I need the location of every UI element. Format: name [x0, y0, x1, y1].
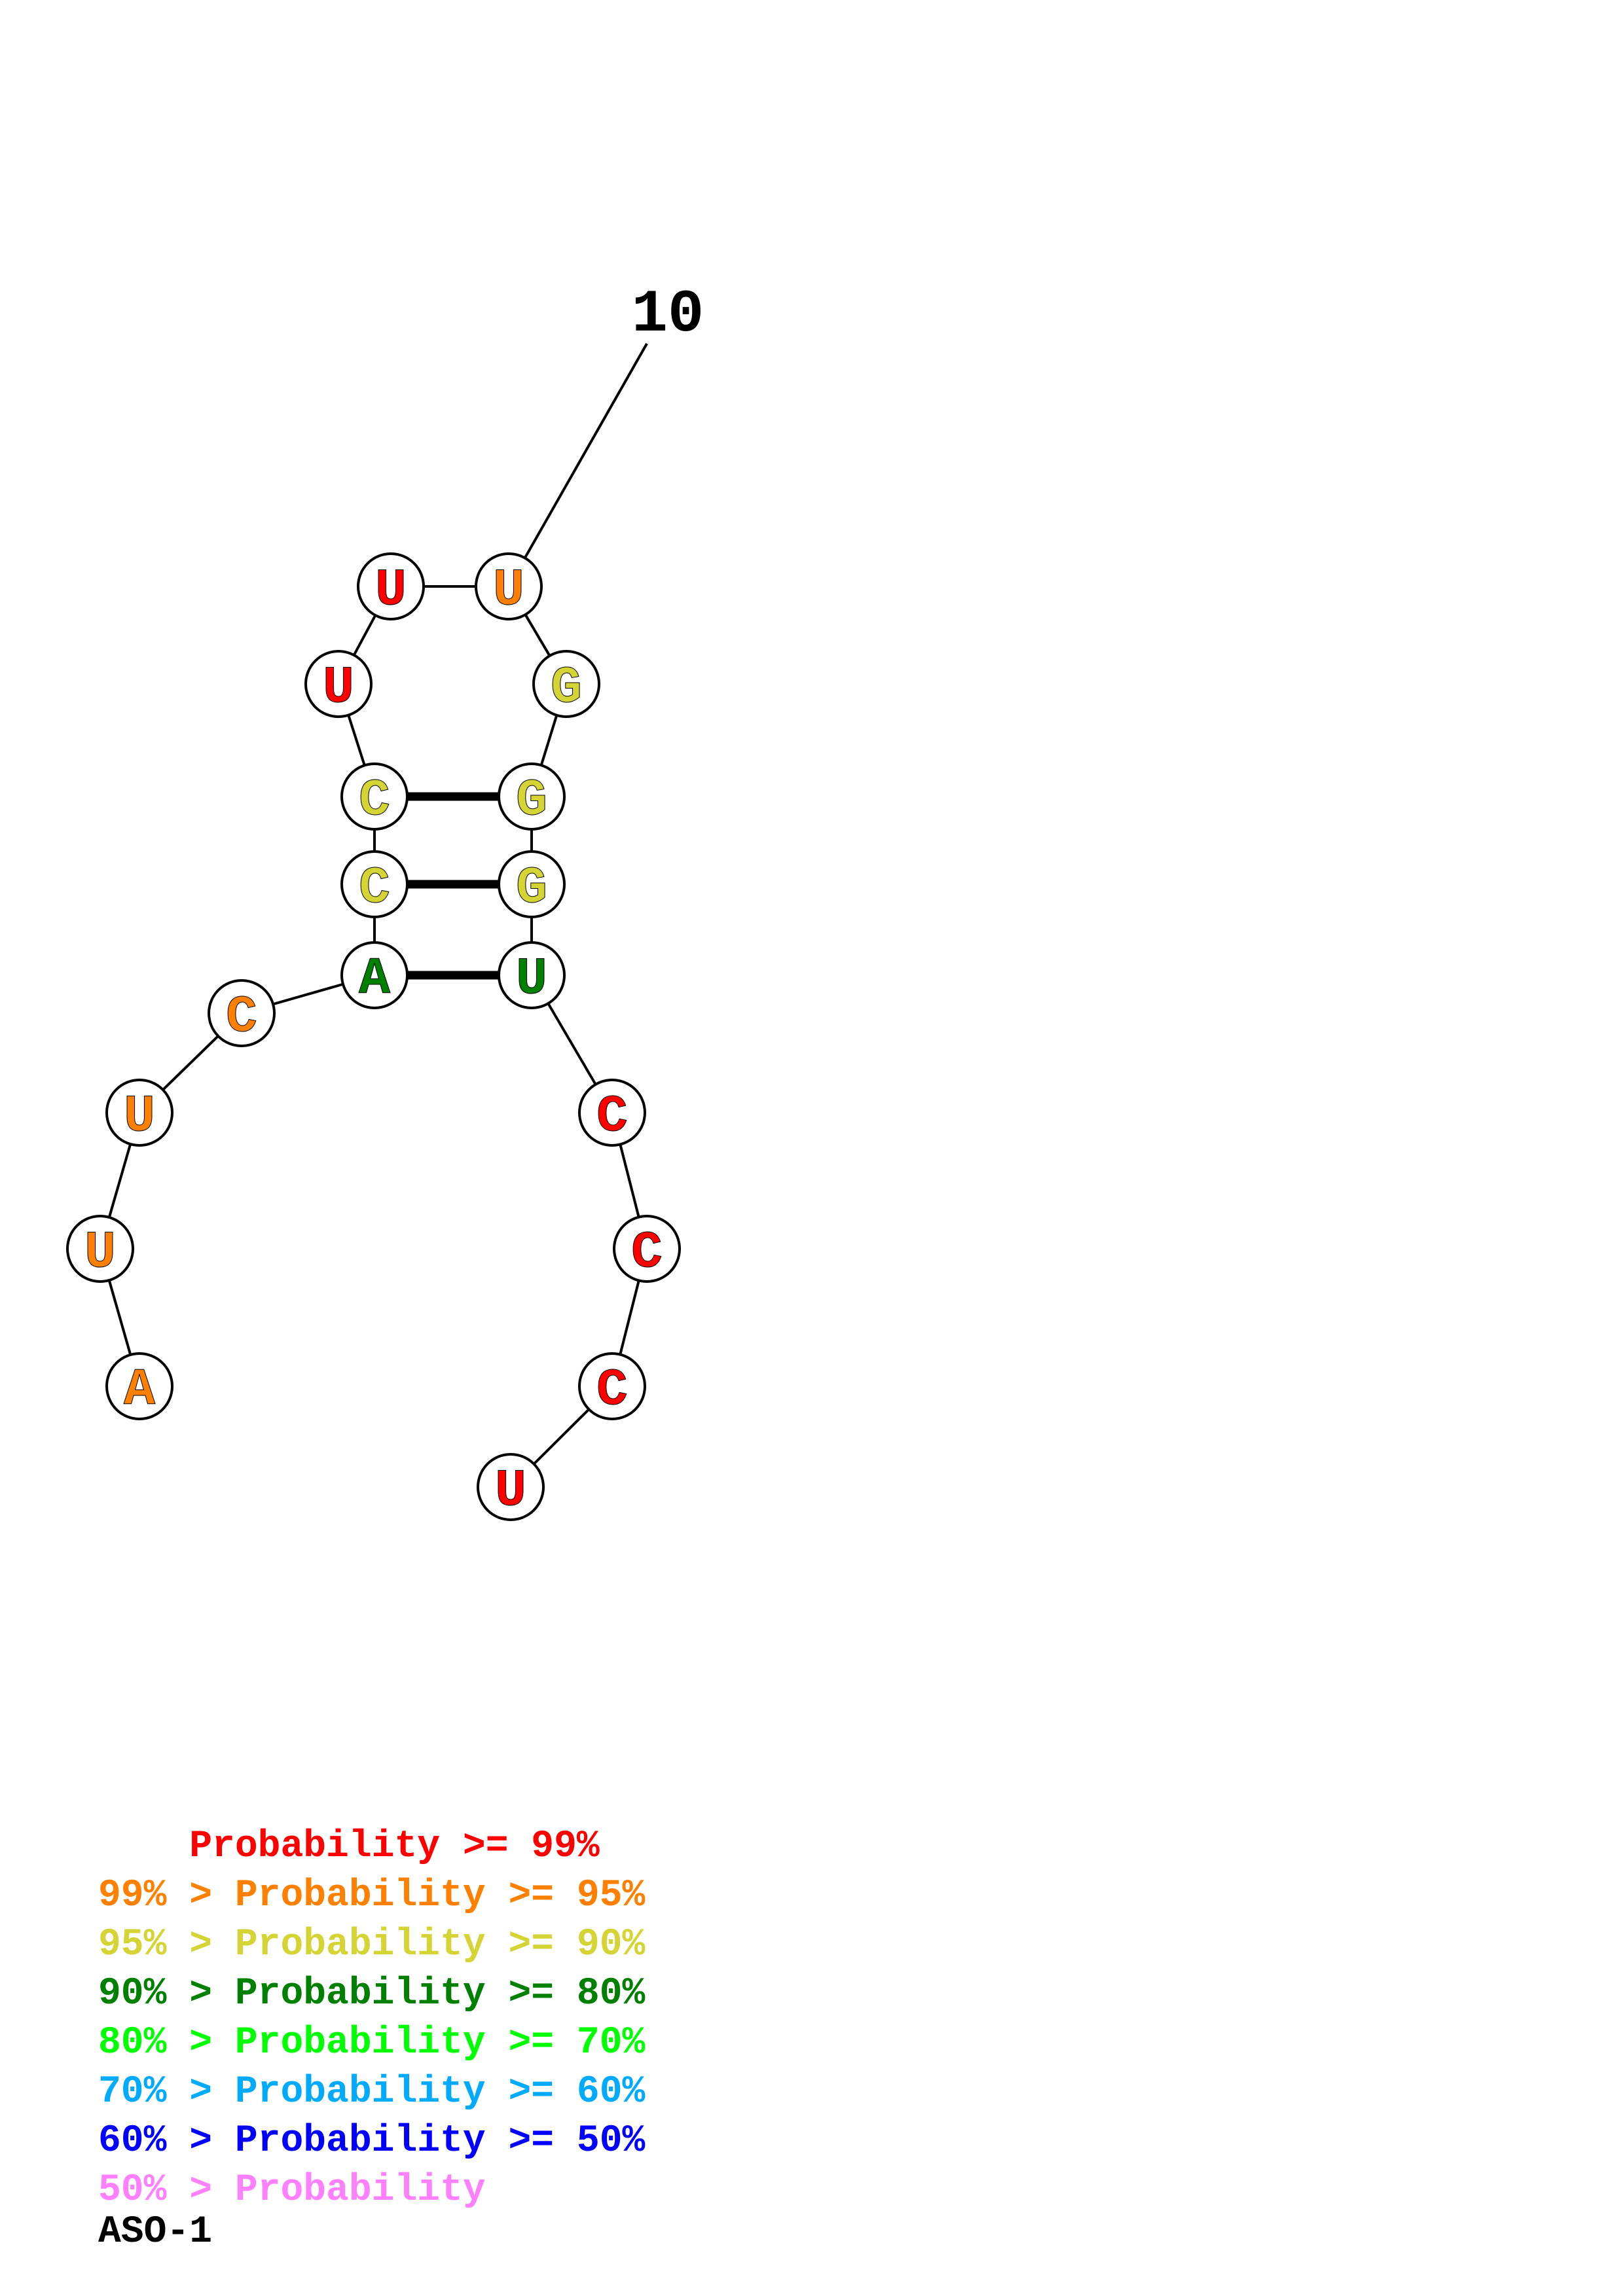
tick-label: 10 [632, 280, 704, 349]
nucleotide-base: C [359, 859, 390, 918]
nucleotide-base: U [495, 1462, 526, 1521]
nucleotide: U [498, 941, 566, 1010]
nucleotide: A [105, 1352, 173, 1421]
probability-legend: Probability >= 99% 99% > Probability >= 9… [98, 1825, 646, 2212]
nucleotide: U [304, 650, 373, 719]
backbone-link [162, 1035, 219, 1091]
legend-entry: 70% > Probability >= 60% [98, 2071, 646, 2113]
backbone-link [524, 614, 551, 656]
backbone-link [347, 715, 366, 766]
structure-name: ASO-1 [98, 2211, 212, 2253]
nucleotide-base: U [124, 1087, 155, 1147]
nucleotide: U [477, 1453, 545, 1522]
nucleotide-circle [498, 850, 566, 918]
nucleotide: U [357, 552, 425, 621]
nucleotide-base: U [84, 1223, 116, 1283]
backbone-link [107, 1280, 132, 1355]
nucleotide-base: U [516, 950, 547, 1009]
nucleotide-circle [105, 1352, 173, 1420]
nucleotide-base: U [493, 561, 524, 620]
nucleotide: C [340, 850, 409, 919]
legend-entry: 90% > Probability >= 80% [98, 1973, 646, 2015]
backbone-link [107, 1143, 132, 1218]
nucleotide-base: U [375, 561, 407, 620]
nucleotide-circle [578, 1352, 646, 1420]
nucleotide: C [578, 1079, 646, 1147]
nucleotide-base: A [359, 950, 391, 1009]
nucleotide-base: G [516, 771, 547, 831]
nucleotide-circle [477, 1453, 545, 1521]
nucleotide: U [475, 552, 543, 621]
nucleotide-base: C [596, 1361, 628, 1420]
tick-line [523, 343, 648, 559]
nucleotide-circle [357, 552, 425, 620]
backbone-link [533, 1408, 590, 1465]
nucleotide-circle [475, 552, 543, 620]
backbone-layer [107, 585, 640, 1465]
nucleotide: G [498, 762, 566, 831]
nucleotide-base: C [631, 1223, 663, 1283]
nucleotide-base: G [551, 658, 582, 718]
nucleotide-circle [340, 762, 409, 831]
nucleotide-base: C [226, 988, 257, 1047]
legend-entry: 99% > Probability >= 95% [98, 1874, 646, 1917]
nucleotide: C [578, 1352, 646, 1421]
nucleotide-circle [105, 1079, 173, 1147]
nucleotide-base: C [359, 771, 390, 831]
nucleotide-circle [66, 1215, 134, 1283]
nucleotide: G [532, 650, 600, 719]
nucleotide: G [498, 850, 566, 919]
nucleotide: U [105, 1079, 173, 1147]
legend-entry: 80% > Probability >= 70% [98, 2022, 646, 2064]
nucleotide: C [340, 762, 409, 831]
nucleotide-circle [304, 650, 373, 718]
nucleotide-circle [340, 941, 409, 1009]
backbone-link [619, 1280, 640, 1355]
legend-entry: 50% > Probability [98, 2169, 486, 2212]
backbone-link [352, 615, 377, 656]
nucleotide-base: C [596, 1087, 628, 1147]
backbone-link [619, 1143, 640, 1218]
base-pair-layer [407, 792, 499, 980]
legend-entry: 60% > Probability >= 50% [98, 2120, 646, 2162]
nucleotide: C [613, 1215, 681, 1283]
nucleotide-circle [498, 762, 566, 831]
backbone-link [547, 1003, 597, 1085]
nucleotide-circle [340, 850, 409, 918]
nucleotide-circle [498, 941, 566, 1009]
nucleotide-circle [532, 650, 600, 718]
backbone-link [539, 715, 558, 766]
nucleotide-circle [613, 1215, 681, 1283]
legend-entry: Probability >= 99% [98, 1825, 600, 1868]
legend-entry: 95% > Probability >= 90% [98, 1924, 646, 1966]
nucleotide: A [340, 941, 409, 1010]
nucleotide-base: G [516, 859, 547, 918]
nucleotide: U [66, 1215, 134, 1283]
nucleotide-base: U [323, 658, 354, 718]
nucleotide-circle [208, 979, 276, 1047]
nucleotide: C [208, 979, 276, 1048]
nucleotide-circle [578, 1079, 646, 1147]
backbone-link [272, 982, 344, 1006]
nucleotide-base: A [124, 1361, 156, 1420]
